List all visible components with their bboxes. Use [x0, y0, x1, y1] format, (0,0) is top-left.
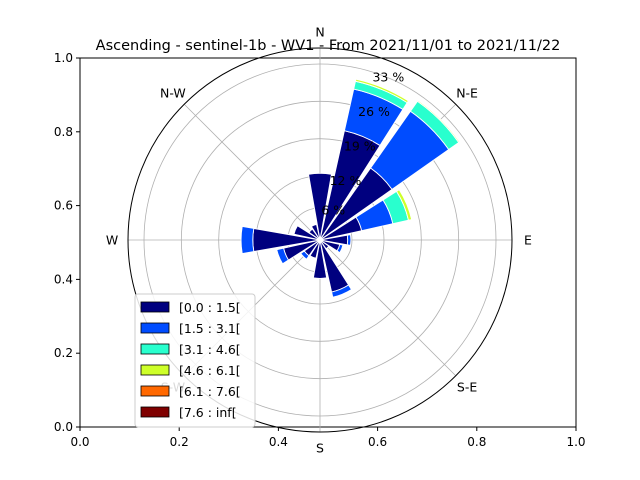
direction-label-s: S [316, 441, 324, 456]
windrose-bar-0-bin-0 [308, 172, 332, 241]
windrose-bar-2475-bin-1 [276, 247, 290, 265]
legend-swatch [140, 322, 170, 334]
legend-swatch [140, 364, 170, 376]
x-tick-label: 0.4 [269, 435, 288, 449]
ring-label: 6 % [321, 202, 345, 217]
x-tick-label: 0.2 [170, 435, 189, 449]
windrose-bar-3375-bin-0 [310, 223, 321, 241]
legend-label: [4.6 : 6.1[ [179, 363, 241, 378]
direction-label-n-w: N-W [160, 85, 186, 100]
direction-label-e: E [524, 233, 532, 248]
ring-label: 12 % [330, 173, 362, 188]
windrose-bar-2250-bin-1 [300, 250, 310, 260]
windrose-bars [240, 78, 461, 298]
direction-label-w: W [106, 233, 118, 248]
cartesian-axes-frame: 0.0 0.2 0.4 0.6 0.8 1.0 0.0 0.2 0.4 0.6 0.8 1.0 [54, 51, 586, 449]
ring-label: 26 % [358, 104, 390, 119]
windrose-bar-225-bin-3 [354, 78, 409, 104]
spoke-gridline [183, 103, 321, 241]
legend-swatch [140, 385, 170, 397]
direction-label-n: N [315, 25, 324, 40]
y-tick-label: 1.0 [54, 51, 73, 65]
windrose-bar-900-bin-1 [346, 234, 352, 246]
y-tick-label: 0.6 [54, 199, 73, 213]
x-tick-label: 1.0 [566, 435, 585, 449]
windrose-bar-1575-bin-1 [331, 284, 353, 298]
x-tick-label: 0.0 [70, 435, 89, 449]
ring-label: 19 % [344, 138, 376, 153]
legend-label: [3.1 : 4.6[ [179, 342, 241, 357]
windrose-bar-450-bin-3 [416, 99, 461, 144]
legend: [0.0 : 1.5[ [1.5 : 3.1[ [3.1 : 4.6[ [4.6 : … [134, 293, 256, 428]
legend-label: [6.1 : 7.6[ [179, 384, 241, 399]
axes-rect [79, 57, 577, 428]
x-tick-label: 0.6 [368, 435, 387, 449]
polar-outer-circle [127, 47, 513, 433]
x-tick-label: 0.8 [467, 435, 486, 449]
legend-swatch [140, 301, 170, 313]
spoke-gridline [319, 239, 457, 377]
legend-swatch [140, 343, 170, 355]
legend-label: [0.0 : 1.5[ [179, 300, 241, 315]
ring-labels: 6 % 12 % 19 % 26 % 33 % [321, 69, 404, 217]
legend-label: [7.6 : inf[ [179, 405, 237, 420]
legend-swatch [140, 406, 170, 418]
legend-label: [1.5 : 3.1[ [179, 321, 241, 336]
windrose-bar-1800-bin-0 [312, 239, 328, 279]
ring-label: 33 % [372, 69, 404, 84]
windrose-bar-1125-bin-1 [336, 243, 344, 254]
direction-label-s-e: S-E [457, 380, 477, 395]
y-tick-label: 0.4 [54, 272, 73, 286]
windrose-bar-2700-bin-1 [240, 225, 255, 255]
y-tick-label: 0.8 [54, 125, 73, 139]
windrose-bar-675-bin-3 [395, 189, 413, 221]
y-tick-label: 0.0 [54, 420, 73, 434]
y-tick-label: 0.2 [54, 346, 73, 360]
direction-label-n-e: N-E [456, 85, 478, 100]
chart-title: Ascending - sentinel-1b - WV1 - From 202… [96, 38, 561, 54]
